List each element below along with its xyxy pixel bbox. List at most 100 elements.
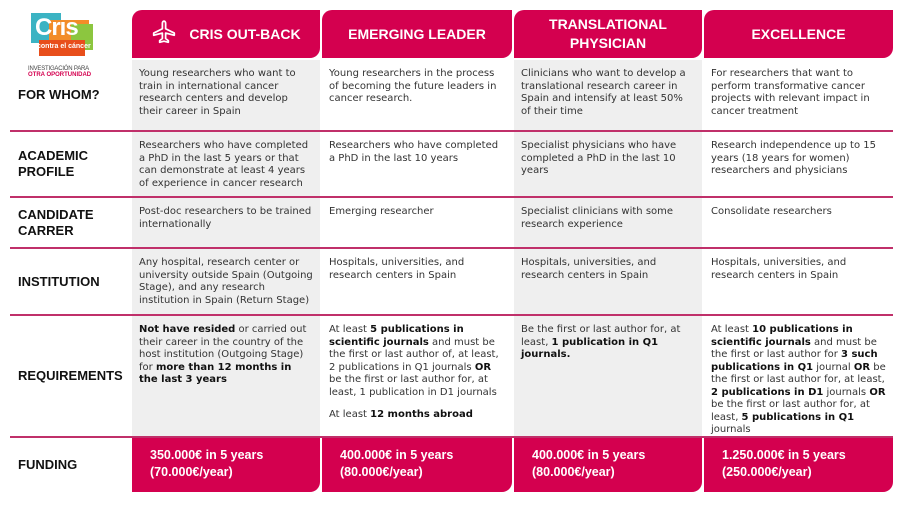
cell-paragraph: Specialist clinicians with some research… bbox=[521, 206, 695, 231]
text: At least bbox=[329, 324, 371, 335]
table-cell: Hospitals, universities, and research ce… bbox=[514, 249, 702, 314]
logo-tagline-accent: OTRA OPORTUNIDAD bbox=[28, 72, 92, 78]
funding-per-year: (70.000€/year) bbox=[150, 465, 233, 479]
funding-total: 400.000€ in 5 years bbox=[340, 448, 454, 462]
column-title: EXCELLENCE bbox=[751, 25, 846, 42]
row-label: CANDIDATE CARRER bbox=[18, 206, 94, 238]
funding-cell: 1.250.000€ in 5 years (250.000€/year) bbox=[704, 438, 893, 492]
cell-paragraph: Emerging researcher bbox=[329, 206, 505, 219]
table-cell: Hospitals, universities, and research ce… bbox=[704, 249, 893, 314]
text: Consolidate researchers bbox=[711, 206, 832, 217]
bold-text: 5 publications in Q1 bbox=[741, 411, 855, 423]
column-title: CRIS OUT-BACK bbox=[189, 25, 301, 42]
bold-text: more than 12 months in the last 3 years bbox=[139, 361, 292, 386]
table-cell: Research independence up to 15 years (18… bbox=[704, 132, 893, 196]
table-cell: Consolidate researchers bbox=[704, 198, 893, 247]
table-cell: Be the first or last author for, at leas… bbox=[514, 316, 702, 436]
table-cell: Specialist physicians who have completed… bbox=[514, 132, 702, 196]
cell-paragraph: Clinicians who want to develop a transla… bbox=[521, 68, 695, 118]
column-header: CRIS OUT-BACK bbox=[132, 10, 320, 58]
cell-paragraph: Any hospital, research center or univers… bbox=[139, 257, 313, 307]
text: Hospitals, universities, and research ce… bbox=[521, 257, 657, 281]
funding-cell: 400.000€ in 5 years (80.000€/year) bbox=[322, 438, 512, 492]
cell-paragraph: At least 10 publications in scientific j… bbox=[711, 324, 886, 437]
bold-text: OR bbox=[869, 386, 886, 398]
table-cell: Post-doc researchers to be trained inter… bbox=[132, 198, 320, 247]
funding-total: 350.000€ in 5 years bbox=[150, 448, 264, 462]
row-label: ACADEMIC PROFILE bbox=[18, 148, 89, 179]
column-title: TRANSLATIONAL PHYSICIAN bbox=[549, 16, 667, 51]
column-header: TRANSLATIONAL PHYSICIAN bbox=[514, 10, 702, 58]
cell-paragraph: For researchers that want to perform tra… bbox=[711, 68, 886, 118]
cell-paragraph: Researchers who have completed a PhD in … bbox=[139, 140, 313, 190]
text: journals bbox=[823, 386, 870, 398]
cell-paragraph: Hospitals, universities, and research ce… bbox=[521, 257, 695, 282]
cell-paragraph: Be the first or last author for, at leas… bbox=[521, 324, 695, 362]
table-cell: Young researchers who want to train in i… bbox=[132, 60, 320, 130]
bold-text: OR bbox=[474, 361, 492, 373]
cell-paragraph: Consolidate researchers bbox=[711, 206, 886, 219]
table-cell: Hospitals, universities, and research ce… bbox=[322, 249, 512, 314]
table-cell: Emerging researcher bbox=[322, 198, 512, 247]
cell-paragraph: Not have resided or carried out their ca… bbox=[139, 324, 313, 387]
bold-text: Not have resided bbox=[139, 324, 236, 335]
row-divider bbox=[10, 314, 893, 316]
text: Specialist physicians who have completed… bbox=[521, 140, 677, 176]
logo-word: Cris bbox=[35, 14, 79, 41]
funding-per-year: (80.000€/year) bbox=[340, 465, 423, 479]
text: At least bbox=[329, 409, 371, 420]
column-title: EMERGING LEADER bbox=[348, 25, 486, 42]
column-header: EMERGING LEADER bbox=[322, 10, 512, 58]
text: journal bbox=[813, 361, 854, 373]
text: Post-doc researchers to be trained inter… bbox=[139, 206, 312, 230]
bold-text: 10 publications in scientific journals bbox=[711, 324, 853, 348]
table-cell: For researchers that want to perform tra… bbox=[704, 60, 893, 130]
text: Any hospital, research center or univers… bbox=[139, 257, 313, 306]
text: be the first or last author for, at leas… bbox=[711, 361, 886, 386]
column-header: EXCELLENCE bbox=[704, 10, 893, 58]
funding-total: 400.000€ in 5 years bbox=[532, 448, 646, 462]
row-divider bbox=[10, 247, 893, 249]
text: be the first or last author for, at leas… bbox=[329, 374, 497, 398]
cell-paragraph: Hospitals, universities, and research ce… bbox=[711, 257, 886, 282]
text: Researchers who have completed a PhD in … bbox=[139, 140, 309, 189]
row-label: REQUIREMENTS bbox=[18, 368, 123, 383]
table-cell: Young researchers in the process of beco… bbox=[322, 60, 512, 130]
bold-text: 12 months abroad bbox=[370, 409, 473, 420]
text: Hospitals, universities, and research ce… bbox=[329, 257, 465, 281]
table-cell: Specialist clinicians with some research… bbox=[514, 198, 702, 247]
cris-logo: Cris contra el cáncer INVESTIGACIÓN PARA… bbox=[28, 10, 108, 78]
cell-paragraph: At least 5 publications in scientific jo… bbox=[329, 324, 505, 399]
bold-text: 3 such publications in Q1 bbox=[711, 349, 878, 373]
text: and must be the first or last author of,… bbox=[329, 336, 499, 373]
text: Clinicians who want to develop a transla… bbox=[521, 68, 686, 117]
funding-per-year: (80.000€/year) bbox=[532, 465, 615, 479]
funding-per-year: (250.000€/year) bbox=[722, 465, 812, 479]
cell-paragraph: Young researchers in the process of beco… bbox=[329, 68, 505, 106]
text: be the first or last author for, at leas… bbox=[711, 399, 870, 423]
cell-paragraph: Specialist physicians who have completed… bbox=[521, 140, 695, 178]
logo-sub: contra el cáncer bbox=[37, 43, 91, 50]
table-cell: Researchers who have completed a PhD in … bbox=[322, 132, 512, 196]
funding-total: 1.250.000€ in 5 years bbox=[722, 448, 846, 462]
funding-cell: 400.000€ in 5 years (80.000€/year) bbox=[514, 438, 702, 492]
cell-paragraph: Researchers who have completed a PhD in … bbox=[329, 140, 505, 165]
row-divider bbox=[10, 436, 893, 438]
funding-cell: 350.000€ in 5 years (70.000€/year) bbox=[132, 438, 320, 492]
row-label: FOR WHOM? bbox=[18, 87, 100, 102]
table-cell: Researchers who have completed a PhD in … bbox=[132, 132, 320, 196]
bold-text: 1 publication in Q1 journals. bbox=[521, 336, 659, 361]
row-label: INSTITUTION bbox=[18, 273, 100, 289]
text: journals bbox=[711, 424, 751, 435]
logo-tagline: INVESTIGACIÓN PARA bbox=[28, 66, 89, 72]
text: Young researchers in the process of beco… bbox=[329, 68, 497, 104]
text: and must be the first or last author for bbox=[711, 336, 877, 361]
table-cell: At least 5 publications in scientific jo… bbox=[322, 316, 512, 436]
text: Be the first or last author for, at leas… bbox=[521, 324, 681, 348]
bold-text: 5 publications in scientific journals bbox=[329, 324, 464, 348]
table-cell: At least 10 publications in scientific j… bbox=[704, 316, 893, 436]
text: Young researchers who want to train in i… bbox=[139, 68, 296, 117]
text: Researchers who have completed a PhD in … bbox=[329, 140, 499, 164]
text: At least bbox=[711, 324, 753, 335]
row-divider bbox=[10, 130, 893, 132]
